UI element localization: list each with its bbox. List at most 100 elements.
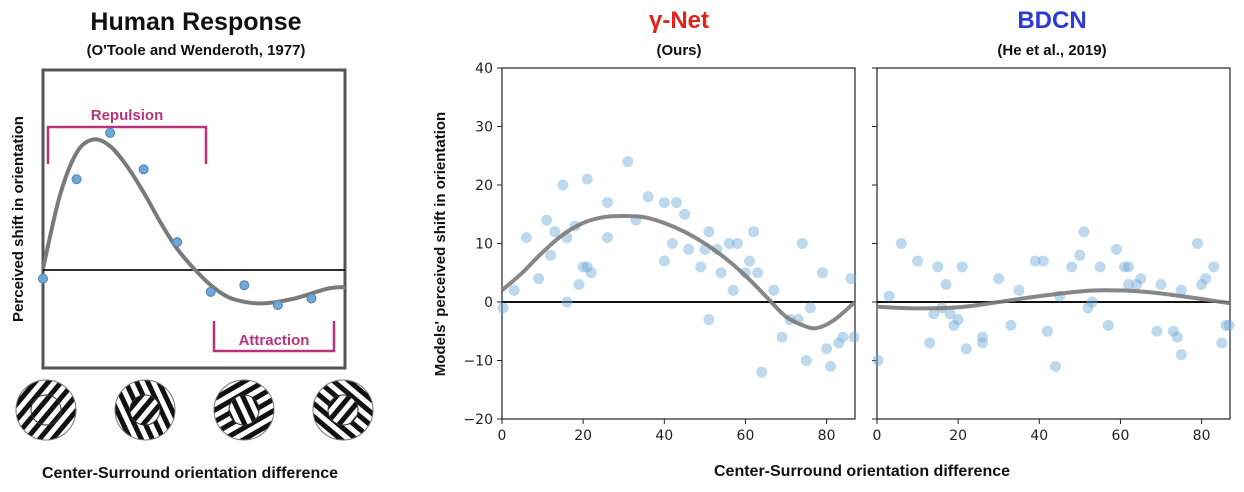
bdcn-data-point <box>1037 255 1049 267</box>
gamma-data-point <box>845 273 857 285</box>
gamma-xtick-label: 60 <box>737 428 755 444</box>
gamma-data-point <box>833 337 845 349</box>
bdcn-data-point <box>1050 360 1062 372</box>
gamma-data-point <box>731 238 743 249</box>
bdcn-data-point <box>1102 319 1114 331</box>
gamma-xtick-label: 80 <box>818 428 836 444</box>
human-data-point <box>172 237 183 248</box>
gamma-data-point <box>581 261 593 273</box>
bdcn-data-point <box>1155 278 1167 290</box>
bdcn-data-point <box>1029 255 1041 267</box>
bdcn-data-point <box>1086 296 1098 308</box>
gamma-data-point <box>549 226 561 238</box>
gamma-xtick-label: 0 <box>498 428 507 444</box>
human-data-point <box>306 293 317 304</box>
gamma-ytick-label: 0 <box>484 295 493 311</box>
bdcn-data-point <box>1074 249 1086 261</box>
bdcn-data-point <box>932 261 944 273</box>
gamma-xtick-label: 40 <box>655 428 673 444</box>
gamma-data-point <box>541 214 553 226</box>
human-title: Human Response <box>90 8 301 36</box>
grating-stimulus-3 <box>213 379 275 441</box>
bdcn-data-point <box>872 355 884 366</box>
bdcn-data-point <box>1013 284 1025 296</box>
gamma-net-panel: γ-Net (Ours) 0 20 40 60 80 −20 −10 0 10 20 30 40 <box>463 7 860 444</box>
gamma-data-point <box>666 238 678 249</box>
bdcn-data-point <box>1171 331 1183 343</box>
gamma-xtick-label: 20 <box>574 428 592 444</box>
gamma-ytick-label: 10 <box>475 237 493 253</box>
gamma-data-point <box>577 261 589 273</box>
bdcn-xtick-label: 60 <box>1112 428 1130 444</box>
human-data-point <box>105 127 116 138</box>
bdcn-data-point <box>1078 226 1090 238</box>
gamma-data-point <box>622 156 634 168</box>
gamma-data-point <box>508 284 520 296</box>
bdcn-data-point <box>944 308 956 320</box>
bdcn-data-point <box>912 255 924 267</box>
attraction-label: Attraction <box>239 332 310 349</box>
bdcn-xtick-label: 80 <box>1193 428 1211 444</box>
bdcn-data-point <box>1082 302 1094 314</box>
gamma-data-point <box>533 273 545 285</box>
bdcn-data-point <box>1041 325 1053 337</box>
gamma-ytick-label: −10 <box>463 354 493 370</box>
bdcn-data-point <box>1123 261 1135 273</box>
gamma-ytick-label: 20 <box>475 178 493 194</box>
gamma-net-subtitle: (Ours) <box>657 42 702 59</box>
gamma-data-point <box>670 197 682 209</box>
bdcn-data-point <box>1135 273 1147 285</box>
bdcn-data-point <box>1123 278 1135 290</box>
gamma-data-point <box>545 249 557 261</box>
gamma-net-ticks: 0 20 40 60 80 −20 −10 0 10 20 30 40 <box>463 61 835 444</box>
bdcn-data-point <box>956 261 968 273</box>
bdcn-title: BDCN <box>1017 7 1086 34</box>
grating-stimulus-1 <box>15 379 77 441</box>
gamma-ytick-label: 40 <box>475 61 493 77</box>
human-fit-curve <box>41 137 346 306</box>
gamma-ytick-label: −20 <box>463 412 493 428</box>
bdcn-data-point <box>1094 261 1106 273</box>
grating-stimulus-2 <box>114 379 176 441</box>
gamma-data-point <box>748 226 760 238</box>
gamma-ytick-label: 30 <box>475 120 493 136</box>
bdcn-data-point <box>1119 261 1131 273</box>
human-response-panel: Human Response (O'Toole and Wenderoth, 1… <box>10 8 374 482</box>
gamma-data-point <box>776 331 788 343</box>
bdcn-xtick-label: 40 <box>1030 428 1048 444</box>
human-data-point <box>38 273 48 284</box>
gamma-data-point <box>800 355 812 366</box>
gamma-data-point <box>715 267 727 279</box>
bdcn-data-point <box>1131 278 1143 290</box>
gamma-data-point <box>601 232 613 244</box>
bdcn-data-point <box>928 308 940 320</box>
gamma-data-point <box>497 302 509 314</box>
gamma-data-point <box>573 278 585 290</box>
gamma-data-point <box>744 255 756 267</box>
human-points <box>38 127 317 311</box>
bdcn-data-point <box>993 273 1005 285</box>
bdcn-data-point <box>948 319 960 331</box>
bdcn-panel: BDCN (He et al., 2019) 0 20 40 60 80 <box>872 7 1235 444</box>
gamma-data-point <box>561 296 573 308</box>
repulsion-bracket <box>46 125 208 164</box>
bdcn-data-point <box>924 337 936 349</box>
gamma-data-point <box>658 255 670 267</box>
human-frame <box>41 68 347 370</box>
bdcn-data-point <box>1200 273 1212 285</box>
bdcn-data-point <box>883 290 895 302</box>
gamma-data-point <box>821 343 833 355</box>
gamma-data-point <box>727 284 739 296</box>
attraction-bracket <box>212 321 336 353</box>
bdcn-data-point <box>960 343 972 355</box>
gamma-data-point <box>703 226 715 238</box>
gamma-data-point <box>642 191 654 203</box>
bdcn-data-point <box>1066 261 1078 273</box>
human-data-point <box>71 174 82 185</box>
grating-stimulus-4 <box>312 379 374 441</box>
bdcn-data-point <box>940 278 952 290</box>
gamma-data-point <box>581 173 593 185</box>
bdcn-data-point <box>1220 319 1232 331</box>
bdcn-data-point <box>1223 319 1235 331</box>
gamma-data-point <box>695 261 707 273</box>
